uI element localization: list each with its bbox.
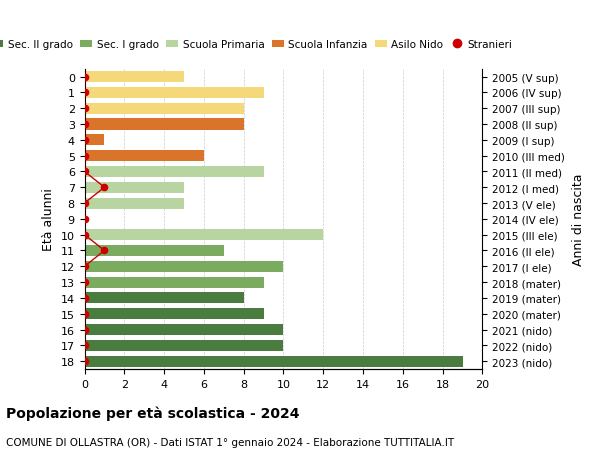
Bar [85, 198, 184, 209]
Bar [85, 135, 104, 146]
Y-axis label: Anni di nascita: Anni di nascita [572, 173, 585, 265]
Legend: Sec. II grado, Sec. I grado, Scuola Primaria, Scuola Infanzia, Asilo Nido, Stran: Sec. II grado, Sec. I grado, Scuola Prim… [0, 36, 517, 54]
Bar [85, 230, 323, 241]
Bar [85, 293, 244, 304]
Y-axis label: Età alunni: Età alunni [42, 188, 55, 251]
Bar [85, 325, 283, 336]
Bar [85, 167, 263, 178]
Text: Popolazione per età scolastica - 2024: Popolazione per età scolastica - 2024 [6, 405, 299, 420]
Bar [85, 246, 224, 257]
Bar [85, 88, 263, 99]
Bar [85, 340, 283, 351]
Bar [85, 103, 244, 114]
Bar [85, 151, 204, 162]
Bar [85, 119, 244, 130]
Bar [85, 308, 263, 319]
Bar [85, 277, 263, 288]
Bar [85, 261, 283, 272]
Text: COMUNE DI OLLASTRA (OR) - Dati ISTAT 1° gennaio 2024 - Elaborazione TUTTITALIA.I: COMUNE DI OLLASTRA (OR) - Dati ISTAT 1° … [6, 437, 454, 448]
Bar [85, 72, 184, 83]
Bar [85, 356, 463, 367]
Bar [85, 182, 184, 193]
